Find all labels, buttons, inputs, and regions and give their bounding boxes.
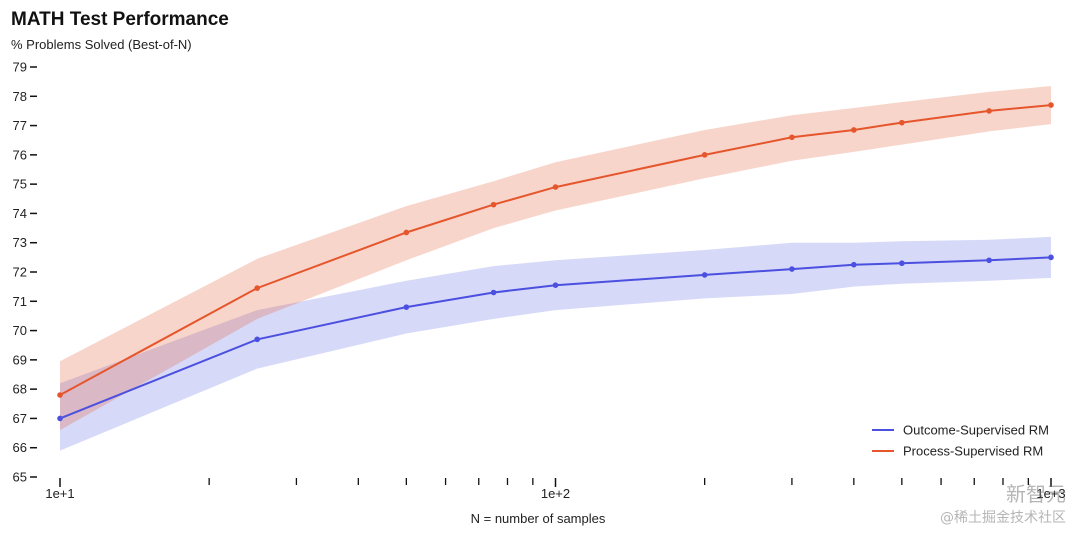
y-tick-label: 66 xyxy=(13,440,27,455)
data-point xyxy=(986,257,992,264)
y-tick-label: 67 xyxy=(13,411,27,426)
y-tick-label: 72 xyxy=(13,265,27,280)
y-tick-label: 76 xyxy=(13,147,27,162)
y-tick-label: 78 xyxy=(13,89,27,104)
data-point xyxy=(57,415,63,422)
data-point xyxy=(986,108,992,114)
data-point xyxy=(701,272,708,278)
y-axis-label: % Problems Solved (Best-of-N) xyxy=(11,37,192,52)
series-confidence-band xyxy=(60,86,1051,431)
legend-label: Process-Supervised RM xyxy=(903,444,1043,459)
watermark: 新智元 @稀土掘金技术社区 xyxy=(940,478,1066,527)
x-tick-label: 1e+3 xyxy=(1036,486,1065,501)
data-point xyxy=(552,282,559,288)
data-point xyxy=(789,134,795,141)
y-tick-label: 77 xyxy=(13,118,27,133)
data-point xyxy=(899,119,905,126)
data-point xyxy=(490,201,497,208)
y-tick-label: 73 xyxy=(13,235,27,250)
data-point xyxy=(254,285,260,291)
watermark-line2: @稀土掘金技术社区 xyxy=(940,510,1066,526)
y-tick-label: 79 xyxy=(13,60,27,75)
watermark-line1: 新智元 xyxy=(1006,482,1066,506)
data-point xyxy=(789,266,795,272)
data-point xyxy=(403,304,410,310)
data-point xyxy=(490,289,497,296)
data-point xyxy=(851,127,857,133)
legend-label: Outcome-Supervised RM xyxy=(903,423,1049,438)
data-point xyxy=(57,392,63,398)
y-tick-label: 68 xyxy=(13,382,27,397)
x-axis-label: N = number of samples xyxy=(470,511,606,526)
y-tick-label: 70 xyxy=(13,323,27,338)
data-point xyxy=(403,229,410,236)
x-tick-label: 1e+2 xyxy=(541,486,570,501)
y-tick-label: 74 xyxy=(13,206,27,221)
data-point xyxy=(1048,254,1054,261)
y-tick-label: 71 xyxy=(13,294,27,309)
data-point xyxy=(899,260,905,267)
data-point xyxy=(851,261,857,268)
data-point xyxy=(552,184,559,190)
y-tick-label: 65 xyxy=(13,470,27,485)
data-point xyxy=(1048,102,1054,108)
data-point xyxy=(254,336,260,343)
x-tick-label: 1e+1 xyxy=(45,486,74,501)
y-tick-label: 69 xyxy=(13,352,27,367)
series-confidence-band xyxy=(60,236,1051,451)
chart-title: MATH Test Performance xyxy=(11,9,229,30)
y-tick-label: 75 xyxy=(13,177,27,192)
data-point xyxy=(701,152,708,158)
